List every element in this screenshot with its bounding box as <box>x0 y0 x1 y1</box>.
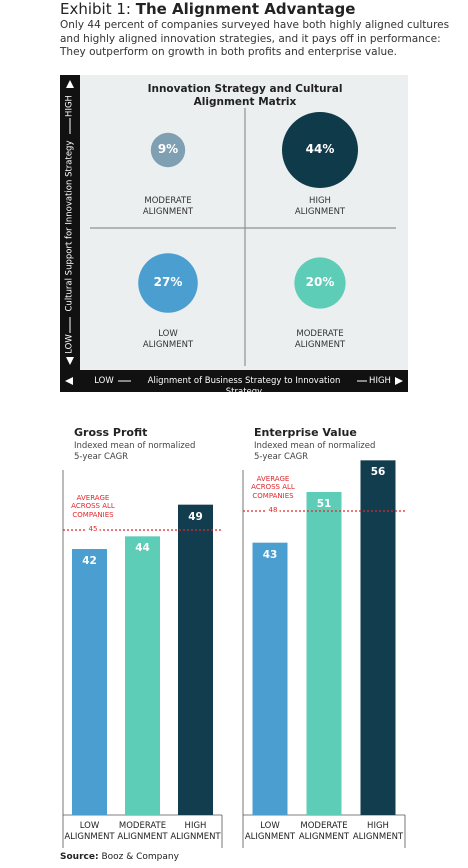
source-line: Source: Booz & Company <box>60 852 179 863</box>
matrix-title: Innovation Strategy and Cultural Alignme… <box>147 83 343 109</box>
bar-value-label: 43 <box>262 548 278 561</box>
quadrant-label: MODERATE ALIGNMENT <box>142 196 194 217</box>
axis-arrow-head <box>66 80 74 88</box>
bar-value-label: 42 <box>82 555 97 567</box>
bubble <box>138 253 198 313</box>
bubble <box>281 111 359 189</box>
reference-label: AVERAGE ACROSS ALL COMPANIES <box>251 475 295 500</box>
x-axis-high: HIGH <box>369 376 391 386</box>
x-category-label: LOW ALIGNMENT <box>244 821 296 842</box>
bar-value-label: 56 <box>370 466 386 479</box>
matrix-background <box>60 75 408 392</box>
bar-chart-subtitle: Indexed mean of normalized 5-year CAGR <box>74 441 196 462</box>
bar <box>360 460 396 815</box>
reference-value: 45 <box>86 525 100 534</box>
bubble <box>294 257 346 309</box>
x-axis-label: Alignment of Business Strategy to Innova… <box>147 376 341 397</box>
quadrant-label: MODERATE ALIGNMENT <box>294 329 346 350</box>
y-axis-label: Cultural Support for Innovation Strategy <box>64 140 75 312</box>
y-axis-band <box>60 75 80 392</box>
bar <box>306 492 342 815</box>
x-axis-band <box>60 370 408 392</box>
bubble-label: 9% <box>157 142 179 156</box>
y-axis-high: HIGH <box>64 95 75 117</box>
x-category-label: HIGH ALIGNMENT <box>170 821 221 842</box>
source-label: Source: <box>60 852 99 862</box>
quadrant-label: LOW ALIGNMENT <box>142 329 194 350</box>
bar <box>252 542 288 815</box>
bar-chart-subtitle: Indexed mean of normalized 5-year CAGR <box>254 441 376 462</box>
x-category-label: MODERATE ALIGNMENT <box>117 821 168 842</box>
bubble-label: 44% <box>305 142 335 156</box>
quadrant-label: HIGH ALIGNMENT <box>294 196 346 217</box>
x-category-label: HIGH ALIGNMENT <box>352 821 404 842</box>
bar <box>72 549 107 815</box>
description: Only 44 percent of companies surveyed ha… <box>60 19 450 59</box>
source-text: Booz & Company <box>101 852 179 862</box>
bar <box>178 504 213 815</box>
bar-value-label: 44 <box>135 542 150 555</box>
exhibit-title: The Alignment Advantage <box>135 0 356 18</box>
axis-arrow-head <box>65 377 73 385</box>
reference-value: 48 <box>266 506 280 515</box>
axis-arrow-head <box>66 357 74 365</box>
y-axis-low: LOW <box>64 334 75 354</box>
bar-chart-title: Enterprise Value <box>254 426 357 439</box>
axis-arrow-head <box>395 377 403 385</box>
bubble <box>150 132 186 168</box>
x-category-label: MODERATE ALIGNMENT <box>298 821 350 842</box>
reference-label: AVERAGE ACROSS ALL COMPANIES <box>71 494 115 519</box>
bubble-label: 27% <box>153 275 183 289</box>
bar <box>125 536 160 815</box>
x-category-label: LOW ALIGNMENT <box>64 821 115 842</box>
bar-chart-title: Gross Profit <box>74 426 148 439</box>
exhibit-heading: Exhibit 1: The Alignment Advantage <box>60 0 355 19</box>
x-axis-low: LOW <box>94 376 114 386</box>
bubble-label: 20% <box>305 275 335 289</box>
bar-value-label: 51 <box>316 498 332 510</box>
bar-value-label: 49 <box>188 510 203 523</box>
exhibit-number: Exhibit 1: <box>60 0 131 18</box>
